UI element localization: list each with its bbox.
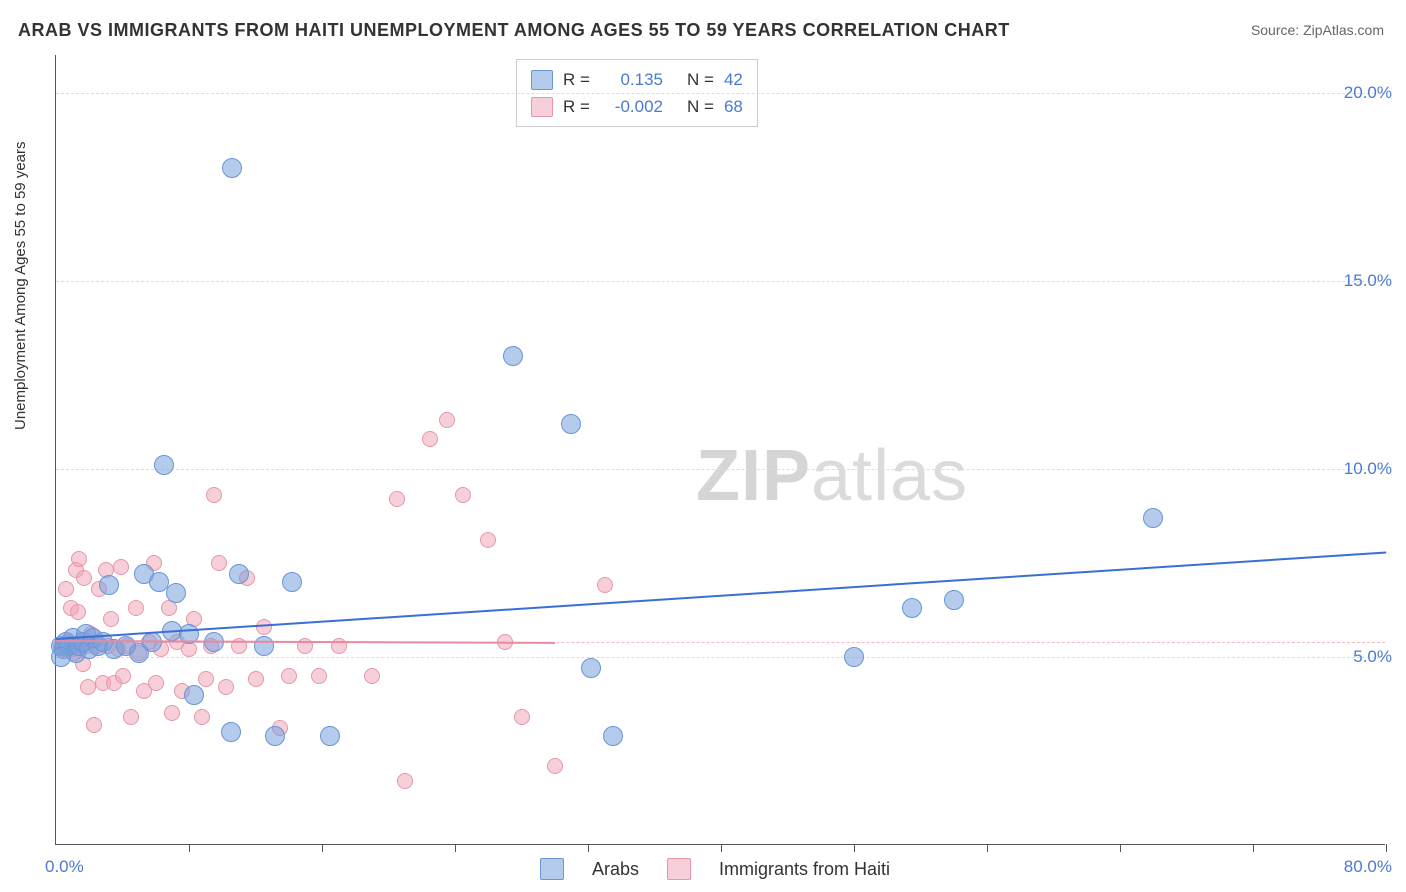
point-haiti	[206, 487, 222, 503]
regression-arab	[56, 552, 1386, 641]
point-haiti	[211, 555, 227, 571]
point-arab	[282, 572, 302, 592]
point-haiti	[194, 709, 210, 725]
point-haiti	[248, 671, 264, 687]
series-legend: Arabs Immigrants from Haiti	[540, 858, 890, 880]
point-arab	[221, 722, 241, 742]
legend-swatch	[540, 858, 564, 880]
r-value: 0.135	[601, 66, 663, 93]
point-haiti	[597, 577, 613, 593]
y-tick-label: 5.0%	[1353, 647, 1392, 667]
x-tick	[1386, 844, 1387, 852]
point-haiti	[80, 679, 96, 695]
legend-label: Immigrants from Haiti	[719, 859, 890, 880]
point-haiti	[128, 600, 144, 616]
point-haiti	[71, 551, 87, 567]
source-label: Source: ZipAtlas.com	[1251, 22, 1384, 38]
x-tick	[1120, 844, 1121, 852]
point-haiti	[331, 638, 347, 654]
point-arab	[603, 726, 623, 746]
watermark: ZIPatlas	[696, 435, 968, 517]
y-tick-label: 15.0%	[1344, 271, 1392, 291]
legend-label: Arabs	[592, 859, 639, 880]
point-arab	[166, 583, 186, 603]
legend-swatch	[531, 70, 553, 90]
chart-title: ARAB VS IMMIGRANTS FROM HAITI UNEMPLOYME…	[18, 20, 1010, 41]
y-axis-label: Unemployment Among Ages 55 to 59 years	[12, 141, 29, 430]
x-tick	[721, 844, 722, 852]
x-tick	[987, 844, 988, 852]
point-arab	[51, 647, 71, 667]
point-arab	[265, 726, 285, 746]
point-haiti	[115, 668, 131, 684]
point-haiti	[76, 570, 92, 586]
point-haiti	[123, 709, 139, 725]
point-arab	[944, 590, 964, 610]
point-haiti	[422, 431, 438, 447]
point-arab	[229, 564, 249, 584]
point-haiti	[281, 668, 297, 684]
point-arab	[254, 636, 274, 656]
point-haiti	[389, 491, 405, 507]
point-haiti	[58, 581, 74, 597]
x-tick-label: 80.0%	[1344, 857, 1392, 877]
n-label: N =	[687, 66, 714, 93]
legend-swatch	[531, 97, 553, 117]
point-arab	[844, 647, 864, 667]
point-haiti	[103, 611, 119, 627]
y-tick-label: 20.0%	[1344, 83, 1392, 103]
legend-swatch	[667, 858, 691, 880]
x-tick	[588, 844, 589, 852]
point-haiti	[198, 671, 214, 687]
point-haiti	[218, 679, 234, 695]
x-tick	[322, 844, 323, 852]
stat-row: R = 0.135 N = 42	[531, 66, 743, 93]
y-tick-label: 10.0%	[1344, 459, 1392, 479]
point-haiti	[397, 773, 413, 789]
point-arab	[902, 598, 922, 618]
plot-area: R = 0.135 N = 42 R = -0.002 N = 68 ZIPatlas	[55, 55, 1385, 845]
gridline	[56, 93, 1385, 94]
x-tick	[1253, 844, 1254, 852]
point-haiti	[311, 668, 327, 684]
point-arab	[581, 658, 601, 678]
n-value: 42	[724, 66, 743, 93]
point-arab	[154, 455, 174, 475]
x-tick	[455, 844, 456, 852]
x-tick-label: 0.0%	[45, 857, 84, 877]
point-haiti	[455, 487, 471, 503]
point-arab	[1143, 508, 1163, 528]
n-value: 68	[724, 93, 743, 120]
point-arab	[99, 575, 119, 595]
r-label: R =	[563, 66, 591, 93]
stat-row: R = -0.002 N = 68	[531, 93, 743, 120]
x-tick	[854, 844, 855, 852]
n-label: N =	[687, 93, 714, 120]
x-tick	[189, 844, 190, 852]
point-haiti	[364, 668, 380, 684]
point-haiti	[547, 758, 563, 774]
r-label: R =	[563, 93, 591, 120]
point-arab	[320, 726, 340, 746]
point-arab	[503, 346, 523, 366]
point-arab	[222, 158, 242, 178]
point-haiti	[164, 705, 180, 721]
point-arab	[184, 685, 204, 705]
point-haiti	[439, 412, 455, 428]
point-arab	[561, 414, 581, 434]
gridline	[56, 469, 1385, 470]
point-haiti	[86, 717, 102, 733]
gridline	[56, 657, 1385, 658]
point-haiti	[148, 675, 164, 691]
point-haiti	[70, 604, 86, 620]
point-haiti	[514, 709, 530, 725]
r-value: -0.002	[601, 93, 663, 120]
gridline	[56, 281, 1385, 282]
point-haiti	[113, 559, 129, 575]
point-haiti	[480, 532, 496, 548]
